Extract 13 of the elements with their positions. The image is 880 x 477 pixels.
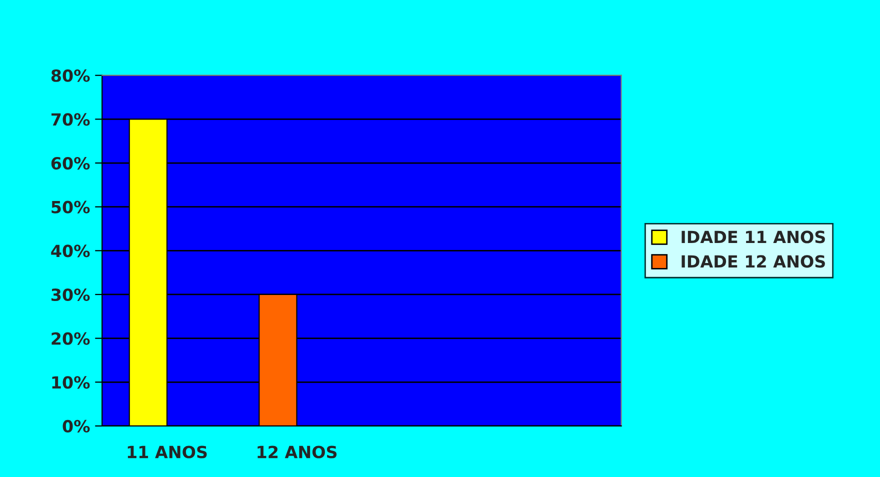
legend-label: IDADE 11 ANOS <box>682 230 825 244</box>
y-tick-label: 20% <box>52 332 90 345</box>
x-tick-label: 12 ANOS <box>258 446 337 458</box>
y-tick-label: 0% <box>62 420 90 433</box>
y-tick-label: 40% <box>51 244 90 258</box>
legend-label: IDADE 12 ANOS <box>682 255 825 268</box>
x-tick-label: 11 ANOS <box>128 446 207 458</box>
y-tick-label: 60% <box>51 156 90 170</box>
y-tick-label: 10% <box>52 376 90 389</box>
y-tick-label: 70% <box>51 113 90 126</box>
y-tick-label: 30% <box>51 288 90 302</box>
y-tick-label: 50% <box>52 200 90 214</box>
y-tick-label: 80% <box>51 69 90 82</box>
